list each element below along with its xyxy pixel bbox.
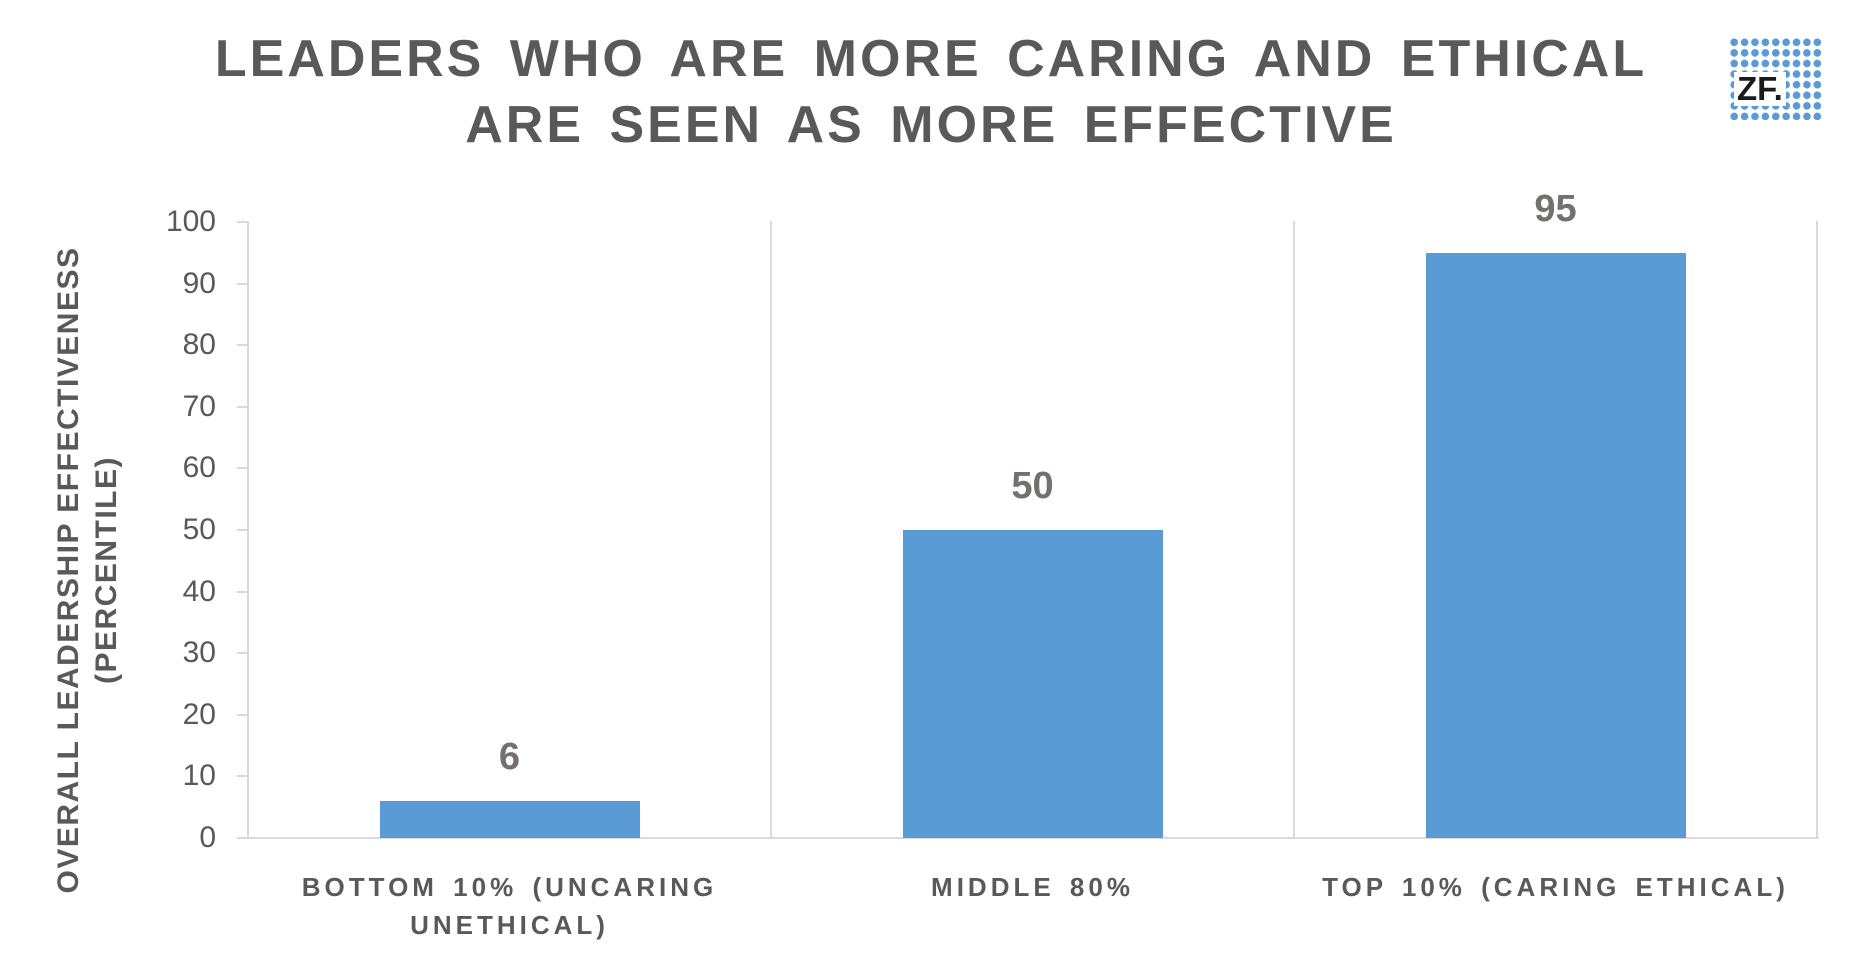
x-axis-category-label: BOTTOM 10% (UNCARING UNETHICAL) [301,872,718,940]
chart-title-line-2: ARE SEEN AS MORE EFFECTIVE [465,96,1397,154]
bar-slot: 6 [248,222,771,838]
x-axis-category-label: TOP 10% (CARING ETHICAL) [1322,872,1789,902]
bar-value-label: 95 [1534,188,1577,230]
y-tick-label: 30 [182,636,216,670]
chart-title: LEADERS WHO ARE MORE CARING AND ETHICAL … [0,26,1862,158]
y-tick-mark [237,529,247,531]
logo-text: ZF. [1734,72,1786,106]
y-axis-line [247,221,249,838]
x-axis-category-label: MIDDLE 80% [931,872,1134,902]
bar [379,801,640,838]
y-tick-mark [237,405,247,408]
y-tick-mark [237,282,247,285]
y-tick-label: 90 [182,266,216,300]
y-tick-mark [237,837,247,839]
y-tick-mark [237,467,247,470]
y-axis-title: OVERALL LEADERSHIP EFFECTIVENESS (PERCEN… [50,210,126,930]
y-tick-label: 60 [182,451,216,485]
y-tick-label: 50 [182,513,216,546]
y-tick-mark [237,713,247,716]
y-tick-label: 70 [182,389,216,423]
chart-title-line-1: LEADERS WHO ARE MORE CARING AND ETHICAL [214,30,1648,88]
y-tick-mark [237,652,247,655]
y-tick-label: 20 [182,697,216,731]
category-separator [770,221,772,837]
bar-value-label: 50 [1011,465,1054,507]
bar-slot: 95 [1294,188,1817,838]
plot-right-border [1816,221,1818,837]
bar-value-label: 6 [498,736,521,778]
x-axis-line [237,837,1819,839]
zenger-folkman-logo: ZF. [1728,36,1821,120]
y-tick-label: 40 [182,574,216,608]
y-tick-mark [237,344,247,347]
bar [1425,253,1686,838]
bar-slot: 50 [771,222,1294,838]
y-tick-label: 0 [199,821,216,854]
bar [902,530,1163,838]
y-tick-label: 100 [165,205,216,238]
y-axis-title-line-1: OVERALL LEADERSHIP EFFECTIVENESS [52,246,85,894]
y-tick-mark [237,221,247,223]
y-tick-label: 80 [182,328,216,362]
y-tick-mark [237,775,247,778]
y-tick-mark [237,590,247,593]
category-separator [1293,221,1295,837]
y-tick-label: 10 [182,759,216,793]
